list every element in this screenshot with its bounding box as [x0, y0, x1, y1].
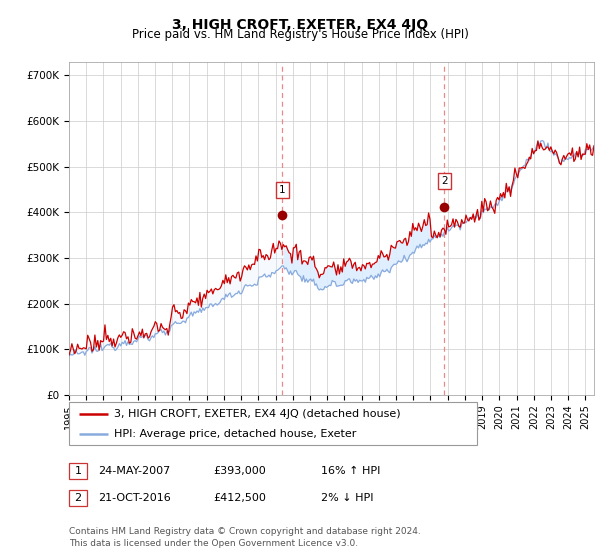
Text: Contains HM Land Registry data © Crown copyright and database right 2024.
This d: Contains HM Land Registry data © Crown c… [69, 527, 421, 548]
Text: 1: 1 [74, 466, 82, 476]
Text: 2: 2 [74, 493, 82, 503]
Text: 3, HIGH CROFT, EXETER, EX4 4JQ: 3, HIGH CROFT, EXETER, EX4 4JQ [172, 18, 428, 32]
Text: 21-OCT-2016: 21-OCT-2016 [98, 493, 170, 503]
Text: 16% ↑ HPI: 16% ↑ HPI [321, 466, 380, 476]
Text: Price paid vs. HM Land Registry's House Price Index (HPI): Price paid vs. HM Land Registry's House … [131, 28, 469, 41]
Text: 2% ↓ HPI: 2% ↓ HPI [321, 493, 373, 503]
FancyBboxPatch shape [69, 402, 477, 445]
Text: HPI: Average price, detached house, Exeter: HPI: Average price, detached house, Exet… [114, 430, 356, 439]
Text: £393,000: £393,000 [213, 466, 266, 476]
Text: £412,500: £412,500 [213, 493, 266, 503]
Text: 2: 2 [441, 176, 448, 186]
Text: 3, HIGH CROFT, EXETER, EX4 4JQ (detached house): 3, HIGH CROFT, EXETER, EX4 4JQ (detached… [114, 409, 401, 419]
Text: 24-MAY-2007: 24-MAY-2007 [98, 466, 170, 476]
Text: 1: 1 [279, 185, 286, 195]
